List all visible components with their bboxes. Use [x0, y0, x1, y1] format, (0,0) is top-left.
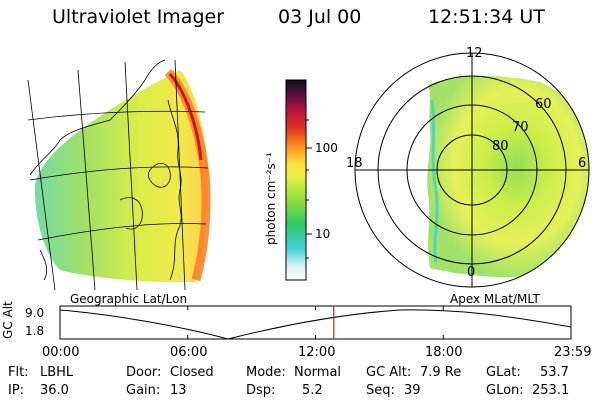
door-value: Closed	[170, 365, 214, 380]
dsp-label: Dsp:	[246, 383, 276, 398]
colorbar-tick-10: 10	[315, 227, 331, 241]
ip-label: IP:	[8, 383, 25, 398]
colorbar-unit-label: photon cm⁻²s⁻¹	[264, 152, 278, 245]
gc-alt-label: GC Alt:	[366, 365, 412, 380]
timeline-ticks	[187, 306, 444, 339]
timeline-ytick-high: 9.0	[25, 306, 45, 320]
mlt-label-dawn: 6	[578, 156, 587, 171]
polar-emission-region	[427, 75, 589, 278]
seq-value: 39	[404, 383, 421, 398]
geographic-image-panel	[27, 59, 211, 291]
mlat-label-70: 70	[512, 120, 529, 135]
polar-panel-label: Apex MLat/MLT	[450, 292, 540, 306]
mlt-label-dusk: 18	[346, 156, 363, 171]
altitude-timeline	[59, 305, 572, 340]
mode-value: Normal	[294, 365, 342, 380]
filter-value: LBHL	[40, 365, 74, 380]
timeline-ytick-low: 1.8	[25, 324, 45, 338]
mlat-label-60: 60	[535, 97, 552, 112]
instrument-title: Ultraviolet Imager	[52, 6, 225, 28]
colorbar-ticks	[306, 119, 312, 259]
gain-label: Gain:	[126, 383, 161, 398]
glon-value: 253.1	[532, 383, 570, 398]
timeline-xtick-3: 18:00	[425, 345, 463, 360]
filter-label: Flt:	[8, 365, 29, 380]
dsp-value: 5.2	[302, 383, 323, 398]
mlt-label-midnight: 0	[467, 265, 476, 280]
mlat-label-80: 80	[492, 139, 509, 154]
gain-value: 13	[170, 383, 187, 398]
timeline-xtick-1: 06:00	[170, 345, 208, 360]
polar-grid	[354, 52, 590, 288]
geo-emission-region	[34, 70, 208, 283]
door-label: Door:	[126, 365, 162, 380]
geo-coastlines	[29, 59, 182, 281]
glon-label: GLon:	[486, 383, 524, 398]
altitude-curve	[59, 309, 572, 340]
timeline-frame	[59, 305, 572, 340]
timeline-xtick-2: 12:00	[298, 345, 336, 360]
polar-image-panel	[354, 52, 590, 288]
timeline-xtick-4: 23:59	[554, 345, 592, 360]
colorbar-tick-100: 100	[315, 141, 338, 155]
image-date: 03 Jul 00	[278, 6, 362, 28]
gc-alt-value: 7.9 Re	[420, 365, 462, 380]
ip-value: 36.0	[40, 383, 69, 398]
timeline-xtick-0: 00:00	[42, 345, 80, 360]
seq-label: Seq:	[366, 383, 395, 398]
colorbar	[285, 79, 312, 281]
mlt-label-noon: 12	[466, 46, 483, 61]
glat-value: 53.7	[540, 365, 569, 380]
mode-label: Mode:	[246, 365, 286, 380]
glat-label: GLat:	[486, 365, 521, 380]
image-time: 12:51:34 UT	[428, 6, 545, 28]
timeline-ylabel: GC Alt	[1, 301, 15, 339]
geo-panel-label: Geographic Lat/Lon	[70, 292, 188, 306]
colorbar-gradient	[285, 79, 307, 281]
geo-grid-lines	[27, 59, 209, 291]
